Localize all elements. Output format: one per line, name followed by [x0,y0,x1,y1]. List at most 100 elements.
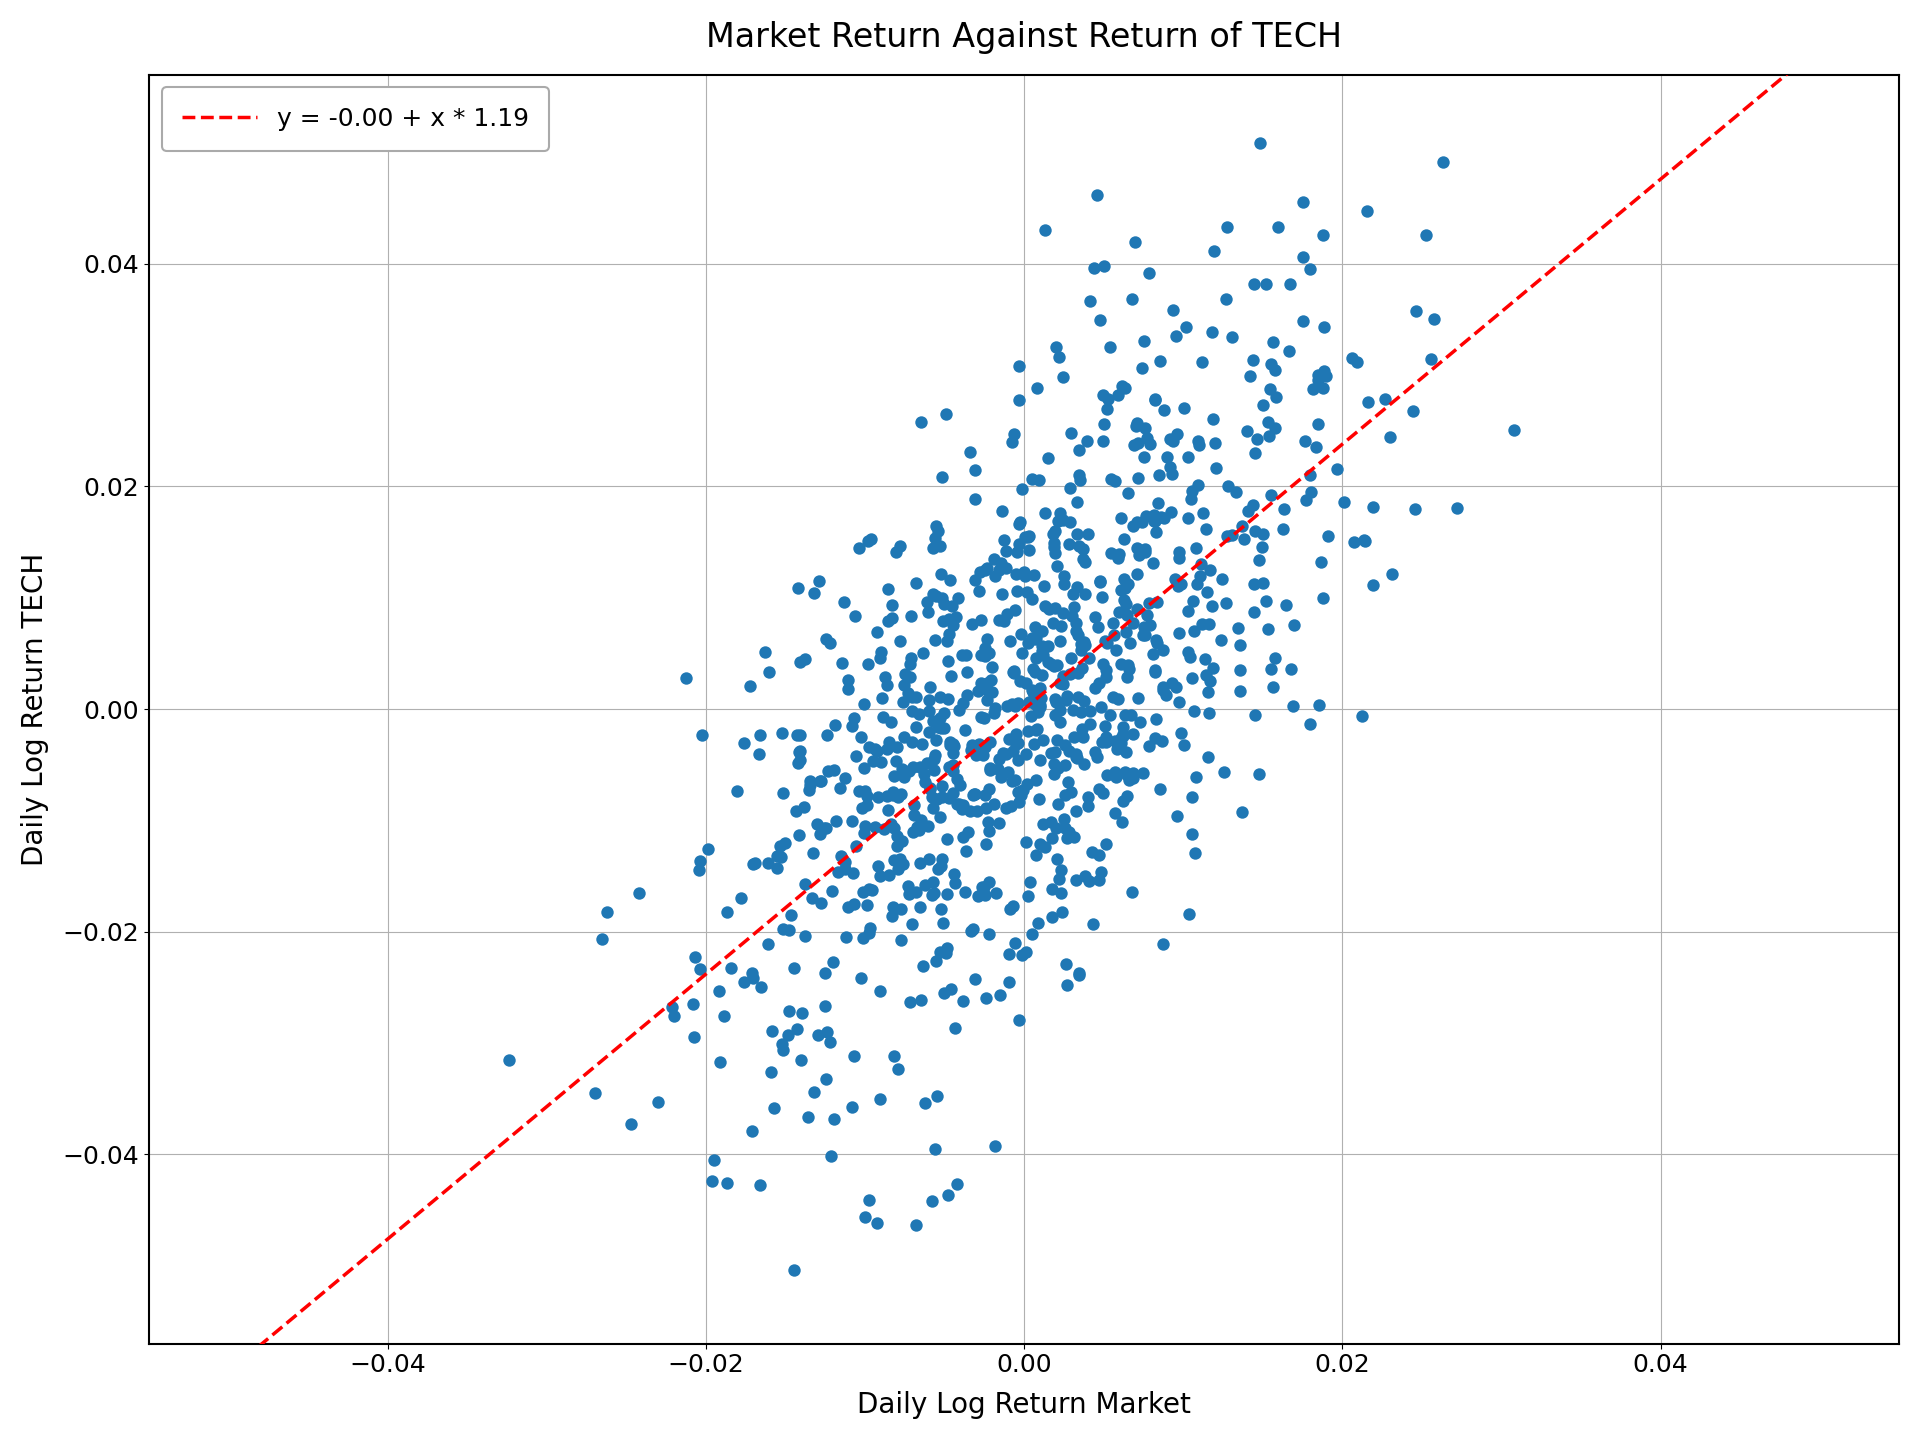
Point [1092,397,1123,420]
Point [952,684,983,707]
Point [785,1048,816,1071]
Point [1033,649,1064,672]
Point [1233,419,1263,442]
Point [1256,658,1286,681]
Point [948,793,979,816]
Point [1098,685,1129,708]
Point [730,971,760,994]
Point [795,769,826,792]
Point [837,714,868,737]
Point [1079,740,1110,763]
Point [908,955,939,978]
Point [1419,308,1450,331]
Point [783,752,814,775]
Point [1275,272,1306,295]
Point [1046,858,1077,881]
Point [1085,868,1116,891]
Point [920,881,950,904]
Point [943,1172,973,1195]
Point [1029,219,1060,242]
Point [814,1030,845,1053]
Point [829,851,860,874]
Point [1050,734,1081,757]
Point [1248,572,1279,595]
Point [1181,537,1212,560]
Point [1140,389,1171,412]
Point [1021,769,1052,792]
Point [1238,348,1269,372]
Point [774,919,804,942]
Point [1085,308,1116,331]
Point [939,1017,970,1040]
Point [852,736,883,759]
Point [1139,510,1169,533]
Point [960,783,991,806]
Point [1027,812,1058,835]
Point [1089,412,1119,435]
Point [1043,792,1073,815]
Point [1106,726,1137,749]
Point [849,821,879,844]
Point [956,613,987,636]
Point [804,570,835,593]
Point [804,891,835,914]
Point [941,605,972,628]
Point [1010,742,1041,765]
Point [1121,510,1152,533]
Point [1041,336,1071,359]
Point [1089,629,1119,652]
Point [1140,658,1171,681]
Point [849,1205,879,1228]
Point [1075,713,1106,736]
Point [933,786,964,809]
Point [1012,671,1043,694]
Point [1046,366,1077,389]
Point [1048,808,1079,831]
Point [837,861,868,884]
Point [1041,541,1071,564]
Point [1073,647,1104,670]
Point [931,940,962,963]
Point [1039,753,1069,776]
Point [1010,564,1041,588]
Point [1016,468,1046,491]
Point [1094,541,1125,564]
Point [920,514,950,537]
Point [785,739,816,762]
Point [972,796,1002,819]
Point [987,500,1018,523]
Point [933,687,964,710]
Point [1135,262,1165,285]
Point [1112,763,1142,786]
Point [1164,547,1194,570]
Point [1014,524,1044,547]
Point [904,410,935,433]
Point [1060,744,1091,768]
Point [1064,534,1094,557]
Point [935,569,966,592]
Point [1041,740,1071,763]
Point [893,876,924,899]
Point [810,816,841,840]
Point [829,858,860,881]
Point [1125,710,1156,733]
Point [970,644,1000,667]
Point [879,749,910,772]
Point [1012,940,1043,963]
Point [1194,670,1225,693]
Point [1117,766,1148,789]
Point [1177,822,1208,845]
Point [716,956,747,979]
Point [897,913,927,936]
Point [659,1004,689,1027]
Point [939,732,970,755]
Point [864,647,895,670]
Point [941,871,972,894]
Point [960,458,991,481]
Point [1020,683,1050,706]
Point [1206,629,1236,652]
Point [920,757,950,780]
Point [1050,952,1081,975]
Point [851,785,881,808]
Point [837,1096,868,1119]
